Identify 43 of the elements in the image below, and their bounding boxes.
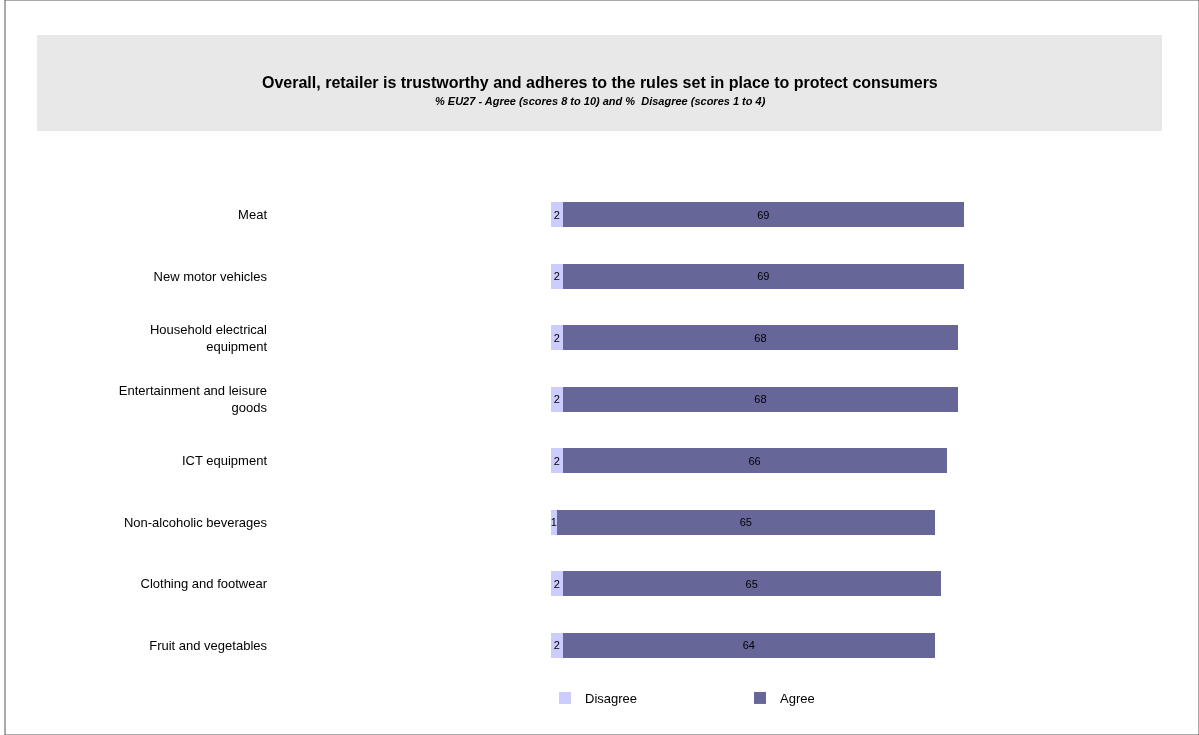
bar: [556, 509, 935, 535]
bar: [562, 263, 964, 289]
bar: [551, 325, 563, 351]
data-label: 68: [754, 393, 767, 406]
data-label: 2: [553, 208, 560, 221]
bar: [562, 632, 935, 658]
data-label: 69: [757, 270, 770, 283]
data-label: 65: [739, 516, 752, 529]
data-label: 65: [745, 577, 758, 590]
data-label: 2: [553, 577, 560, 590]
chart-subtitle: % EU27 - Agree (scores 8 to 10) and % Disagree (scores 1 to 4): [435, 95, 766, 107]
bar: [551, 448, 563, 474]
bar: [562, 202, 964, 228]
data-label: 2: [553, 331, 560, 344]
y-tick-label: Meat: [238, 207, 268, 223]
bar: [562, 325, 959, 351]
y-tick-label: Clothing and footwear: [140, 576, 268, 592]
data-label: 69: [757, 208, 770, 221]
bar: [562, 448, 947, 474]
data-label: 2: [553, 454, 560, 467]
data-label: 1: [550, 516, 557, 529]
y-tick-label: Fruit and vegetables: [149, 637, 268, 653]
y-tick-label: New motor vehicles: [153, 268, 268, 284]
y-tick-label: ICT equipment: [181, 453, 268, 469]
bar: [551, 263, 563, 289]
legend-label: Disagree: [585, 691, 638, 707]
bar: [551, 571, 563, 597]
data-label: 2: [553, 270, 560, 283]
bar: [551, 202, 563, 228]
y-tick-label: Entertainment and leisure goods: [118, 383, 268, 416]
legend-label: Agree: [780, 691, 815, 707]
y-tick-label: Non-alcoholic beverages: [123, 514, 268, 530]
chart-title: Overall, retailer is trustworthy and adheres to the rules set in place to protect consumers: [262, 74, 938, 91]
y-tick-label: Household electrical equipment: [149, 321, 268, 354]
bar: [551, 632, 563, 658]
data-label: 64: [742, 639, 755, 652]
bar: [562, 386, 959, 412]
data-label: 2: [553, 639, 560, 652]
bar: [562, 571, 941, 597]
bar: [551, 386, 563, 412]
data-label: 66: [748, 454, 761, 467]
data-label: 2: [553, 393, 560, 406]
data-label: 68: [754, 331, 767, 344]
